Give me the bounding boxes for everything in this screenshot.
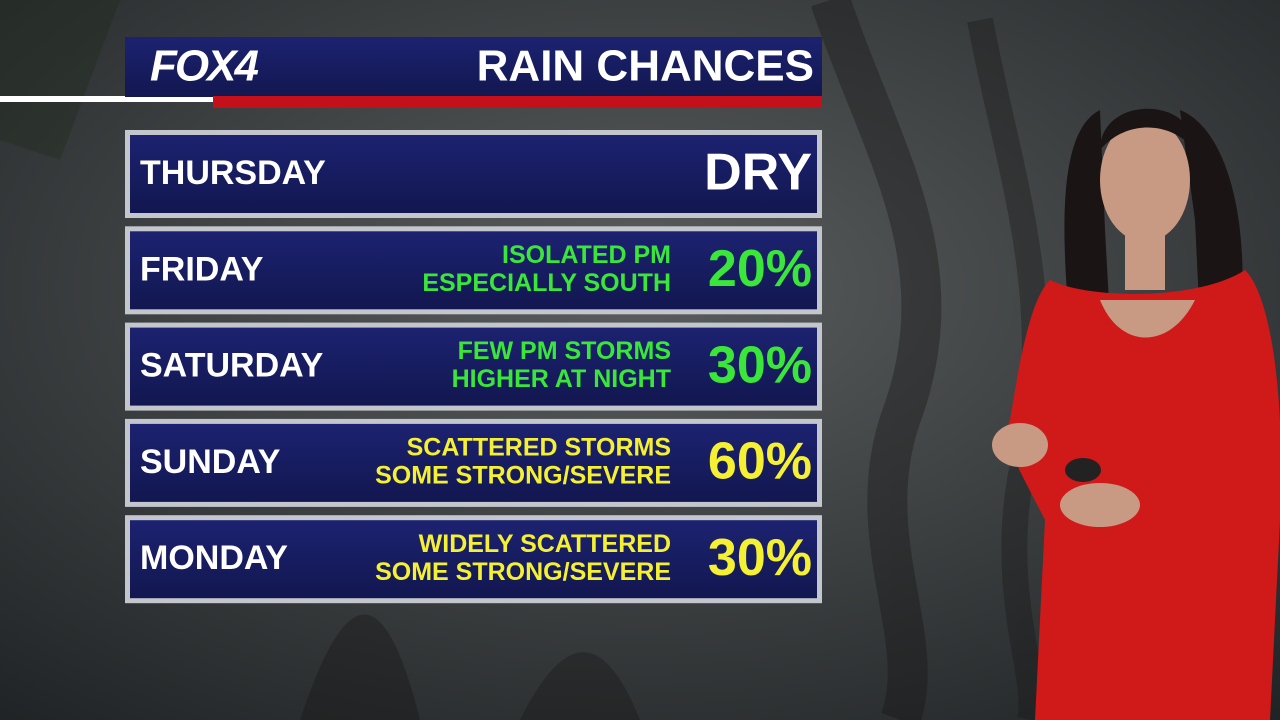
rain-chance: 30% (708, 529, 812, 587)
header: FOX4 RAIN CHANCES (0, 37, 822, 108)
day-label: THURSDAY (140, 154, 326, 192)
row-panel (130, 520, 817, 599)
row-panel (130, 327, 817, 406)
header-rule (0, 96, 213, 102)
day-label: MONDAY (140, 539, 288, 577)
row-panel (130, 423, 817, 502)
header-stripe (213, 96, 822, 108)
logo: FOX4 (150, 42, 258, 91)
forecast-note: ISOLATED PM (502, 241, 671, 269)
header-title: RAIN CHANCES (477, 42, 814, 91)
forecast-note: SCATTERED STORMS (407, 434, 671, 462)
forecast-note: HIGHER AT NIGHT (452, 365, 671, 393)
rain-chance: 20% (708, 240, 812, 298)
forecast-note: SOME STRONG/SEVERE (375, 462, 671, 490)
presenter (992, 108, 1280, 720)
forecast-note: FEW PM STORMS (458, 337, 671, 365)
rain-chance: 30% (708, 336, 812, 394)
row-panel (130, 135, 817, 213)
day-label: SUNDAY (140, 443, 281, 481)
forecast-note: WIDELY SCATTERED (419, 530, 671, 558)
rain-chance: DRY (704, 144, 812, 202)
forecast-note: SOME STRONG/SEVERE (375, 558, 671, 586)
day-label: SATURDAY (140, 347, 324, 385)
rain-chance: 60% (708, 433, 812, 491)
row-panel (130, 231, 817, 310)
header-bar (125, 37, 822, 97)
day-label: FRIDAY (140, 250, 264, 288)
rain-row: THURSDAY DRY (125, 130, 822, 218)
forecast-note: ESPECIALLY SOUTH (422, 269, 671, 297)
